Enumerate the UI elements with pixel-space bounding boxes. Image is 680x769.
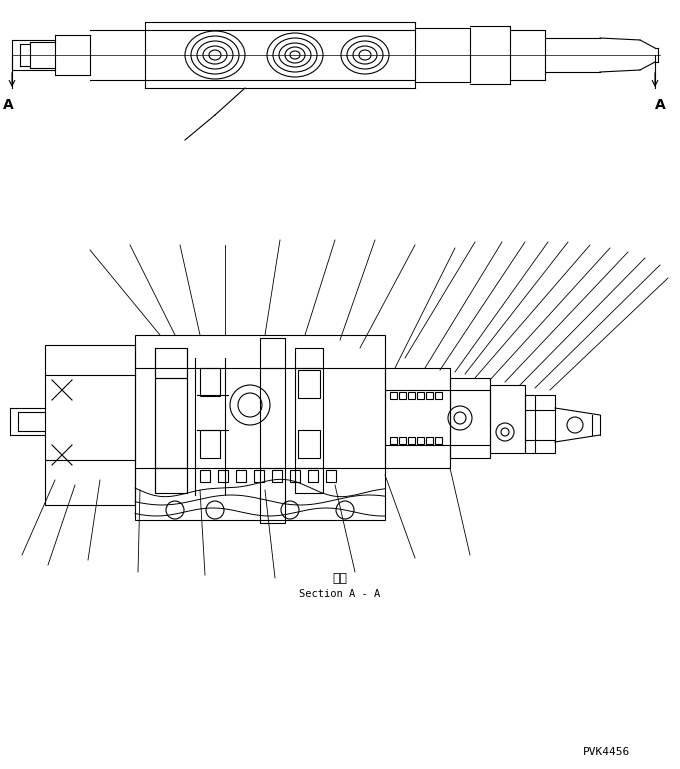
- Bar: [390, 437, 397, 444]
- Bar: [260, 338, 285, 523]
- Bar: [155, 378, 187, 468]
- Bar: [236, 470, 246, 482]
- Bar: [135, 335, 385, 520]
- Text: A: A: [3, 98, 14, 112]
- Bar: [254, 470, 264, 482]
- Bar: [298, 370, 320, 398]
- Bar: [426, 392, 433, 399]
- Bar: [450, 378, 490, 458]
- Text: 断面: 断面: [333, 571, 347, 584]
- Bar: [290, 470, 300, 482]
- Bar: [408, 392, 415, 399]
- Bar: [200, 368, 220, 396]
- Bar: [390, 392, 397, 399]
- Bar: [298, 430, 320, 458]
- Bar: [308, 470, 318, 482]
- Bar: [435, 392, 442, 399]
- Bar: [200, 470, 210, 482]
- Bar: [45, 345, 135, 505]
- Bar: [426, 437, 433, 444]
- Bar: [218, 470, 228, 482]
- Bar: [490, 385, 525, 453]
- Text: PVK4456: PVK4456: [583, 747, 630, 757]
- Text: Section A - A: Section A - A: [299, 589, 381, 599]
- Bar: [417, 437, 424, 444]
- Bar: [408, 437, 415, 444]
- Bar: [155, 468, 187, 493]
- Bar: [399, 437, 406, 444]
- Bar: [295, 348, 323, 493]
- Bar: [417, 392, 424, 399]
- Bar: [272, 470, 282, 482]
- Bar: [385, 368, 450, 468]
- Bar: [200, 430, 220, 458]
- Bar: [399, 392, 406, 399]
- Bar: [525, 395, 555, 453]
- Bar: [326, 470, 336, 482]
- Text: A: A: [655, 98, 665, 112]
- Bar: [155, 348, 187, 378]
- Bar: [435, 437, 442, 444]
